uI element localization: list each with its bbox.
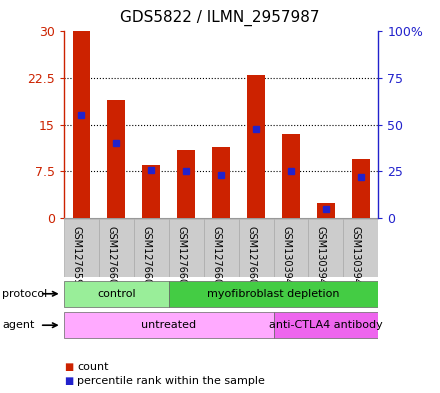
Bar [352, 159, 370, 218]
Text: GSM1276601: GSM1276601 [141, 226, 151, 291]
Bar [238, 219, 274, 277]
Text: percentile rank within the sample: percentile rank within the sample [77, 376, 265, 386]
Bar [274, 219, 308, 277]
Bar [107, 100, 125, 218]
Text: GSM1276599: GSM1276599 [71, 226, 81, 291]
Bar [344, 219, 378, 277]
Bar [134, 219, 169, 277]
Text: GSM1303940: GSM1303940 [281, 226, 291, 291]
Text: GDS5822 / ILMN_2957987: GDS5822 / ILMN_2957987 [120, 10, 320, 26]
Bar [204, 219, 238, 277]
Text: control: control [97, 289, 136, 299]
Bar [274, 312, 378, 338]
Bar [317, 202, 335, 218]
Text: GSM1276603: GSM1276603 [211, 226, 221, 291]
Text: myofibroblast depletion: myofibroblast depletion [207, 289, 340, 299]
Text: protocol: protocol [2, 289, 48, 299]
Text: agent: agent [2, 320, 35, 330]
Bar [64, 219, 99, 277]
Bar [177, 150, 195, 218]
Text: untreated: untreated [141, 320, 196, 330]
Bar [247, 75, 265, 218]
Bar [169, 219, 204, 277]
Text: GSM1303941: GSM1303941 [316, 226, 326, 291]
Bar [282, 134, 300, 218]
Text: GSM1276600: GSM1276600 [106, 226, 116, 291]
Bar [213, 147, 230, 218]
Bar [64, 281, 169, 307]
Text: anti-CTLA4 antibody: anti-CTLA4 antibody [269, 320, 383, 330]
Bar [169, 281, 378, 307]
Text: ■: ■ [64, 362, 73, 372]
Text: GSM1303942: GSM1303942 [351, 226, 361, 291]
Bar [308, 219, 344, 277]
Bar [64, 312, 274, 338]
Bar [143, 165, 160, 218]
Text: GSM1276602: GSM1276602 [176, 226, 186, 291]
Text: ■: ■ [64, 376, 73, 386]
Bar [73, 31, 90, 218]
Text: GSM1276604: GSM1276604 [246, 226, 256, 291]
Bar [99, 219, 134, 277]
Text: count: count [77, 362, 109, 372]
